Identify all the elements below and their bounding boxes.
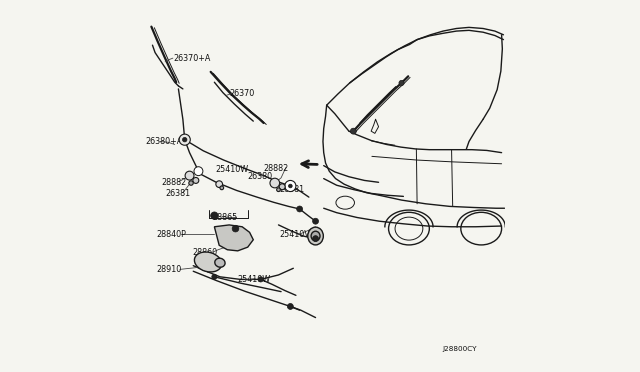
Circle shape (189, 181, 193, 185)
Text: 25410W: 25410W (237, 275, 271, 284)
Text: 25410W: 25410W (216, 165, 248, 174)
Text: 28882: 28882 (264, 164, 289, 173)
Polygon shape (214, 225, 253, 251)
Circle shape (279, 184, 285, 190)
Ellipse shape (195, 252, 221, 272)
Ellipse shape (215, 258, 225, 267)
Circle shape (287, 183, 294, 189)
Circle shape (285, 180, 296, 192)
Text: 26370+A: 26370+A (173, 54, 211, 62)
Text: 25410V: 25410V (279, 230, 310, 240)
Text: 28865: 28865 (212, 213, 238, 222)
Circle shape (312, 235, 319, 241)
Ellipse shape (311, 231, 320, 241)
Ellipse shape (308, 227, 323, 245)
Text: 28910: 28910 (156, 265, 181, 274)
Text: 28860: 28860 (192, 248, 217, 257)
Circle shape (289, 184, 292, 188)
Circle shape (193, 177, 199, 183)
Circle shape (232, 225, 239, 232)
Text: 26370: 26370 (229, 89, 255, 98)
Circle shape (182, 137, 187, 142)
Circle shape (181, 137, 188, 143)
Circle shape (194, 167, 203, 176)
Circle shape (312, 218, 319, 224)
Circle shape (212, 274, 217, 279)
Circle shape (211, 212, 218, 219)
Text: 26380: 26380 (248, 172, 273, 181)
Text: J28800CY: J28800CY (442, 346, 477, 352)
Circle shape (350, 128, 356, 134)
Circle shape (287, 304, 293, 310)
Circle shape (270, 178, 280, 188)
Text: 28882: 28882 (161, 178, 187, 187)
Text: 26381: 26381 (165, 189, 190, 198)
Circle shape (185, 171, 194, 180)
Circle shape (196, 169, 201, 174)
Circle shape (216, 181, 223, 187)
Circle shape (220, 186, 223, 190)
Circle shape (258, 277, 263, 282)
Text: 28840P: 28840P (156, 230, 186, 240)
Circle shape (297, 206, 303, 212)
Text: 26380+A: 26380+A (145, 137, 182, 146)
Circle shape (399, 80, 404, 86)
Text: 26381: 26381 (279, 185, 305, 194)
Circle shape (179, 134, 190, 145)
Circle shape (276, 188, 280, 192)
